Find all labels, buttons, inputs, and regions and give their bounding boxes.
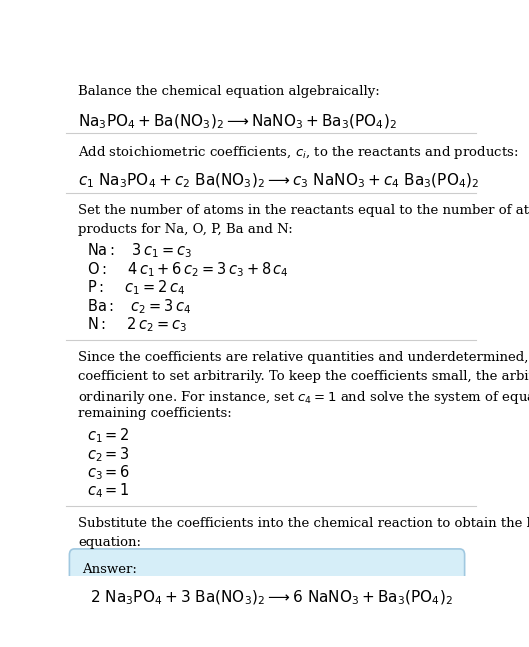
Text: Balance the chemical equation algebraically:: Balance the chemical equation algebraica… <box>78 85 380 98</box>
Text: $\mathrm{O:}\quad\; 4\,c_1 + 6\,c_2 = 3\,c_3 + 8\,c_4$: $\mathrm{O:}\quad\; 4\,c_1 + 6\,c_2 = 3\… <box>87 260 288 279</box>
Text: $2\ \mathrm{Na_3PO_4} + 3\ \mathrm{Ba(NO_3)_2} \longrightarrow 6\ \mathrm{NaNO_3: $2\ \mathrm{Na_3PO_4} + 3\ \mathrm{Ba(NO… <box>89 589 453 607</box>
FancyBboxPatch shape <box>69 549 464 628</box>
Text: $c_3 = 6$: $c_3 = 6$ <box>87 463 130 482</box>
Text: $\mathrm{N:}\quad\; 2\,c_2 = c_3$: $\mathrm{N:}\quad\; 2\,c_2 = c_3$ <box>87 315 187 334</box>
Text: Substitute the coefficients into the chemical reaction to obtain the balanced: Substitute the coefficients into the che… <box>78 517 529 530</box>
Text: remaining coefficients:: remaining coefficients: <box>78 408 232 421</box>
Text: Set the number of atoms in the reactants equal to the number of atoms in the: Set the number of atoms in the reactants… <box>78 204 529 217</box>
Text: $c_4 = 1$: $c_4 = 1$ <box>87 481 130 500</box>
Text: $\mathrm{Ba:}\quad c_2 = 3\,c_4$: $\mathrm{Ba:}\quad c_2 = 3\,c_4$ <box>87 297 191 316</box>
Text: $c_1 = 2$: $c_1 = 2$ <box>87 426 130 445</box>
Text: coefficient to set arbitrarily. To keep the coefficients small, the arbitrary va: coefficient to set arbitrarily. To keep … <box>78 369 529 382</box>
Text: $c_1\ \mathrm{Na_3PO_4} + c_2\ \mathrm{Ba(NO_3)_2} \longrightarrow c_3\ \mathrm{: $c_1\ \mathrm{Na_3PO_4} + c_2\ \mathrm{B… <box>78 172 480 190</box>
Text: $\mathrm{P:}\quad\; c_1 = 2\,c_4$: $\mathrm{P:}\quad\; c_1 = 2\,c_4$ <box>87 278 185 297</box>
Text: $\mathrm{Na:}\quad 3\,c_1 = c_3$: $\mathrm{Na:}\quad 3\,c_1 = c_3$ <box>87 241 191 260</box>
Text: ordinarily one. For instance, set $c_4 = 1$ and solve the system of equations fo: ordinarily one. For instance, set $c_4 =… <box>78 388 529 406</box>
Text: $\mathrm{Na_3PO_4 + Ba(NO_3)_2 \longrightarrow NaNO_3 + Ba_3(PO_4)_2}$: $\mathrm{Na_3PO_4 + Ba(NO_3)_2 \longrigh… <box>78 113 397 131</box>
Text: equation:: equation: <box>78 536 141 549</box>
Text: $c_2 = 3$: $c_2 = 3$ <box>87 444 130 463</box>
Text: Add stoichiometric coefficients, $c_i$, to the reactants and products:: Add stoichiometric coefficients, $c_i$, … <box>78 144 519 161</box>
Text: Since the coefficients are relative quantities and underdetermined, choose a: Since the coefficients are relative quan… <box>78 351 529 364</box>
Text: Answer:: Answer: <box>83 563 138 576</box>
Text: products for Na, O, P, Ba and N:: products for Na, O, P, Ba and N: <box>78 223 293 236</box>
